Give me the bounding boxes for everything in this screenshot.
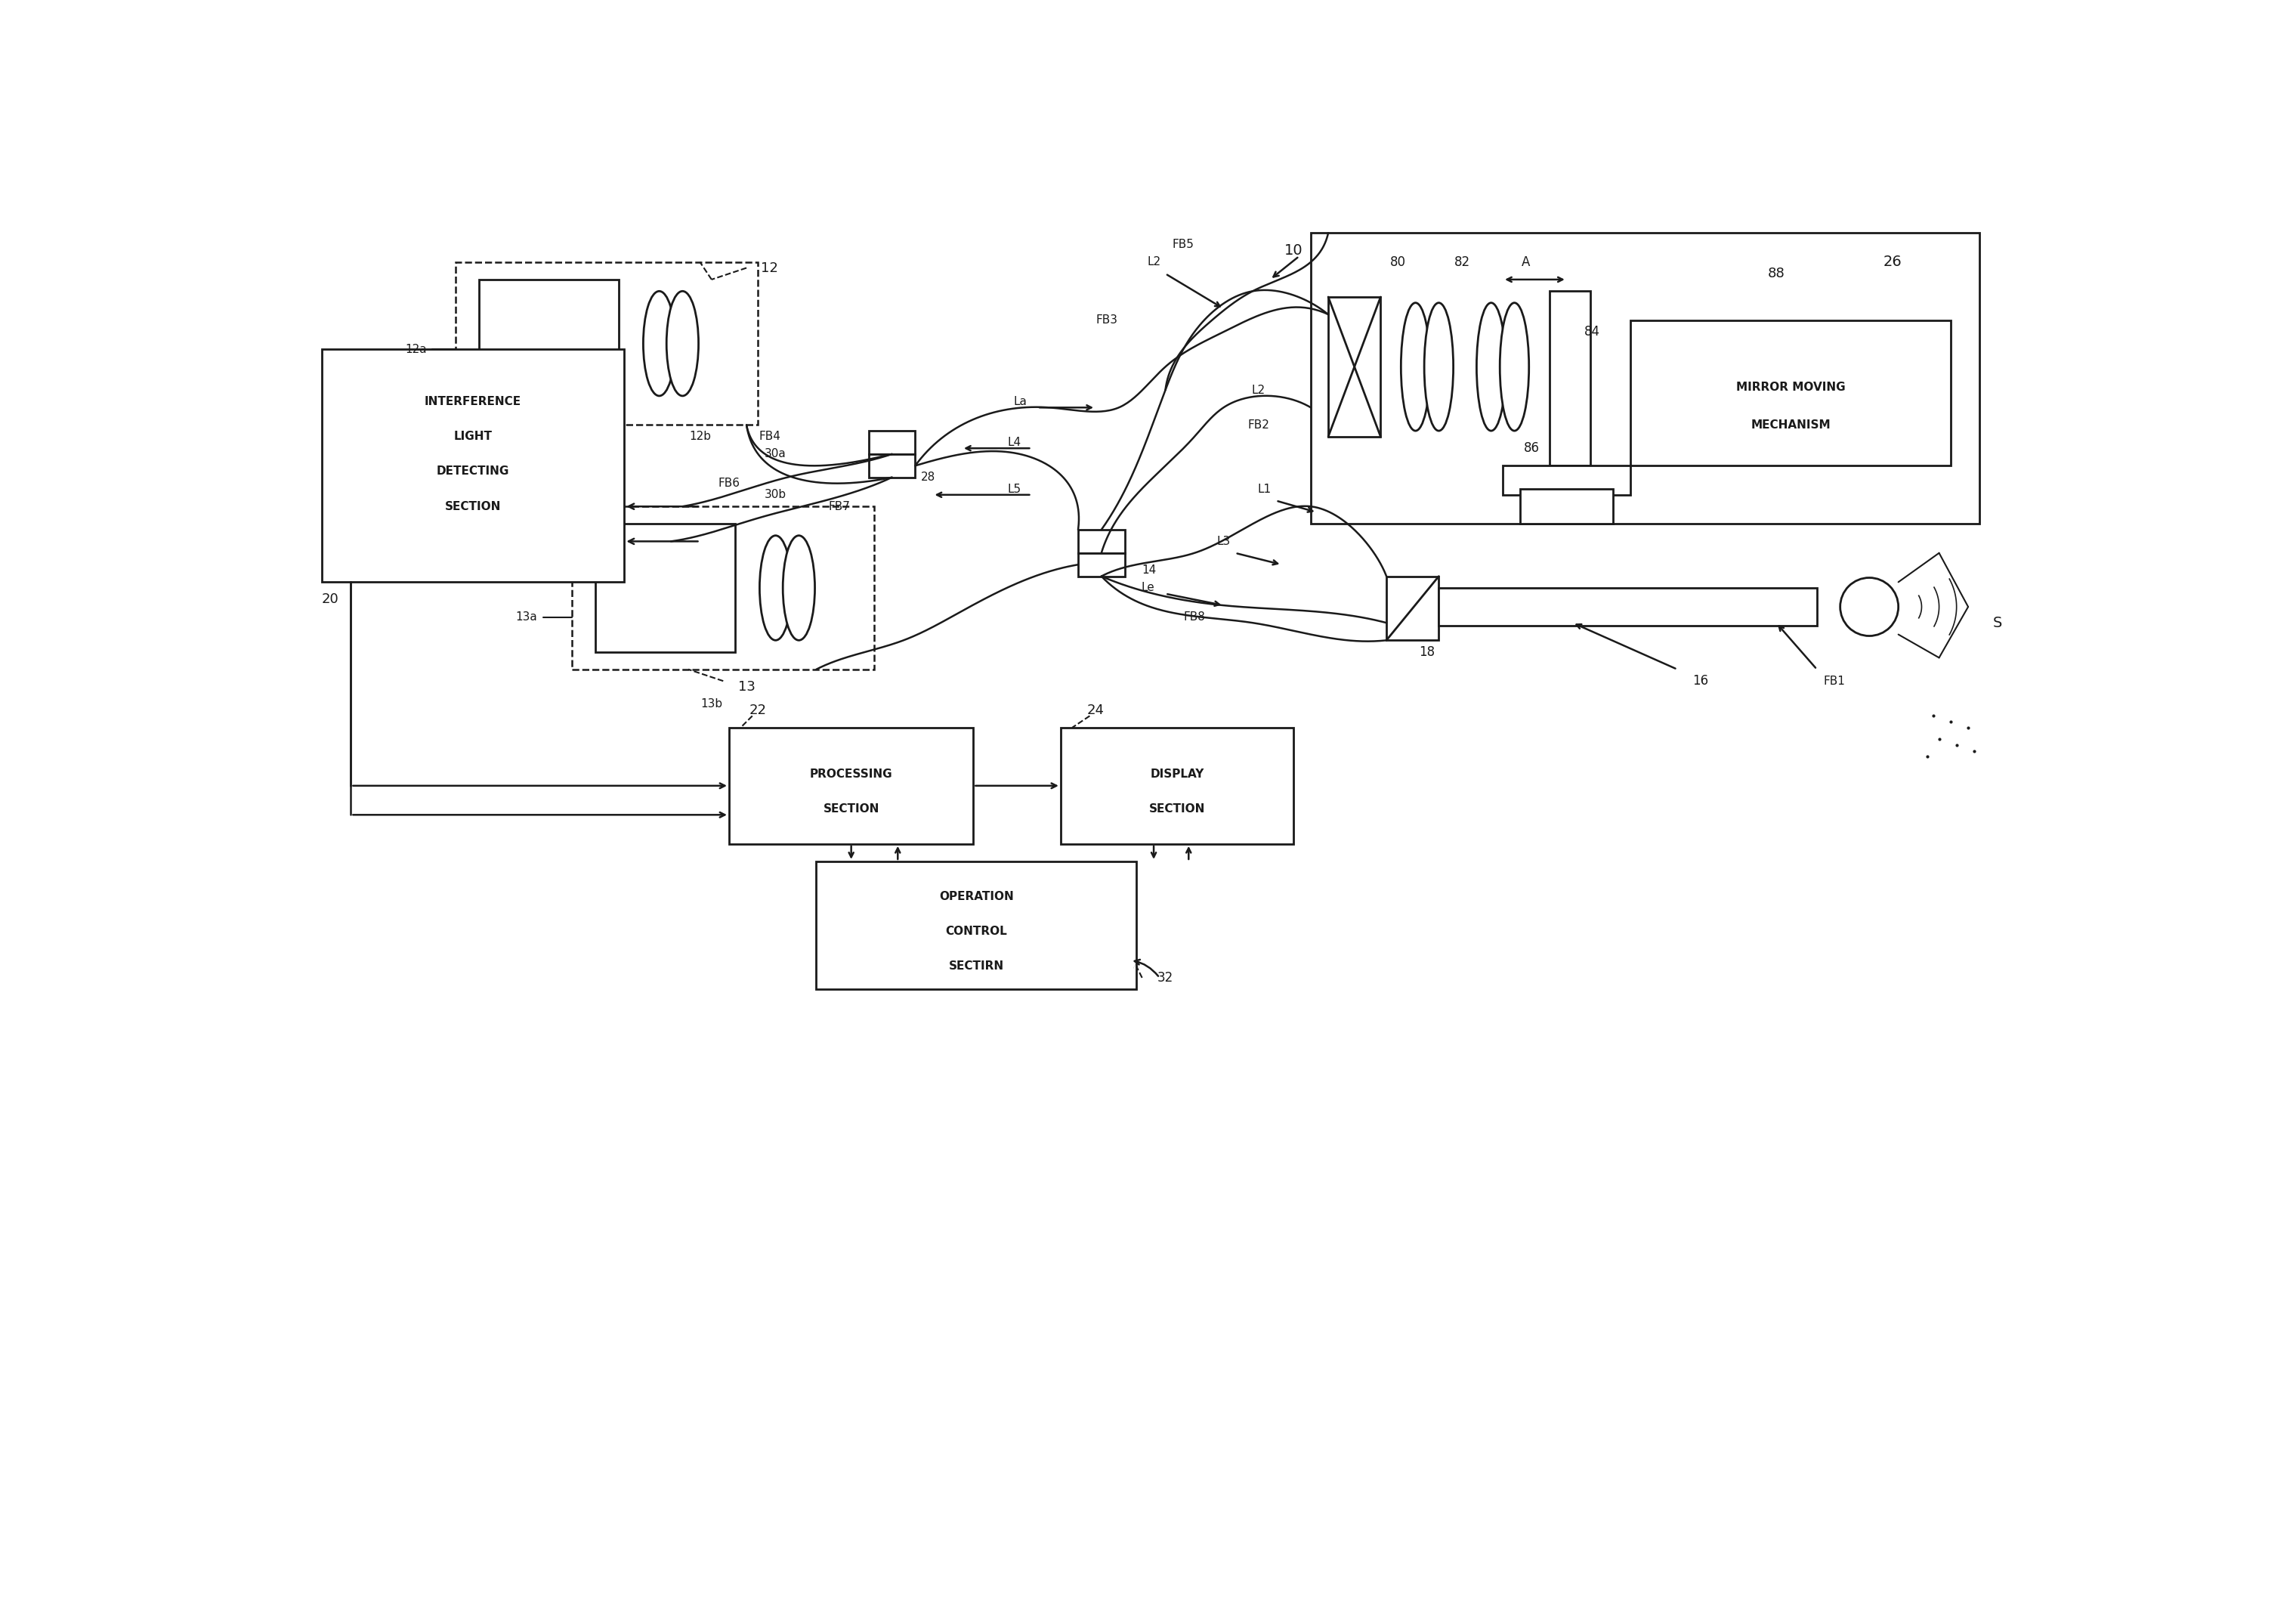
Text: SECTION: SECTION xyxy=(824,803,879,815)
Bar xyxy=(1311,232,1979,524)
Text: 32: 32 xyxy=(1157,971,1173,985)
Bar xyxy=(1079,530,1125,553)
Text: MECHANISM: MECHANISM xyxy=(1752,420,1830,431)
Text: 24: 24 xyxy=(1086,703,1104,718)
Text: 16: 16 xyxy=(1692,674,1708,687)
Ellipse shape xyxy=(760,535,792,641)
Text: 13: 13 xyxy=(737,679,755,694)
Text: Le: Le xyxy=(1141,582,1155,594)
Text: FB3: FB3 xyxy=(1095,314,1118,325)
Bar xyxy=(817,862,1137,990)
Ellipse shape xyxy=(666,292,698,396)
Text: 82: 82 xyxy=(1453,255,1469,269)
Text: FB4: FB4 xyxy=(760,431,781,442)
Text: SECTIRN: SECTIRN xyxy=(948,961,1003,972)
Text: FB2: FB2 xyxy=(1247,420,1270,431)
Text: FB6: FB6 xyxy=(719,477,739,489)
Text: S: S xyxy=(1993,615,2002,630)
Text: 12b: 12b xyxy=(689,431,712,442)
Ellipse shape xyxy=(643,292,675,396)
Bar xyxy=(595,524,735,652)
Text: La: La xyxy=(1013,396,1026,407)
Ellipse shape xyxy=(1424,303,1453,431)
Ellipse shape xyxy=(1499,303,1529,431)
Bar xyxy=(868,431,916,453)
Bar xyxy=(455,263,758,425)
Text: 30b: 30b xyxy=(765,489,788,500)
Text: 28: 28 xyxy=(921,471,934,484)
Text: CONTROL: CONTROL xyxy=(946,926,1008,937)
Text: L2: L2 xyxy=(1251,384,1265,396)
Text: 26: 26 xyxy=(1883,255,1901,269)
Text: 88: 88 xyxy=(1768,268,1784,280)
Bar xyxy=(1079,553,1125,577)
Text: 12: 12 xyxy=(762,261,778,274)
Bar xyxy=(1630,320,1952,466)
Text: MIRROR MOVING: MIRROR MOVING xyxy=(1736,381,1846,392)
Text: SECTION: SECTION xyxy=(445,501,501,513)
Text: 13a: 13a xyxy=(514,612,537,623)
Text: 80: 80 xyxy=(1389,255,1405,269)
Text: 22: 22 xyxy=(748,703,767,718)
Text: OPERATION: OPERATION xyxy=(939,891,1013,902)
Bar xyxy=(730,727,974,844)
Bar xyxy=(321,349,625,582)
Text: 86: 86 xyxy=(1525,442,1541,455)
Text: 84: 84 xyxy=(1584,325,1600,338)
Bar xyxy=(1550,292,1591,466)
Text: 18: 18 xyxy=(1419,646,1435,658)
Text: 30a: 30a xyxy=(765,449,788,460)
Text: SECTION: SECTION xyxy=(1148,803,1205,815)
Text: FB5: FB5 xyxy=(1171,239,1194,250)
Text: FB8: FB8 xyxy=(1182,612,1205,623)
Text: INTERFERENCE: INTERFERENCE xyxy=(425,396,521,407)
Text: L3: L3 xyxy=(1217,535,1231,546)
Ellipse shape xyxy=(1476,303,1506,431)
Ellipse shape xyxy=(783,535,815,641)
Bar xyxy=(1504,466,1630,495)
Ellipse shape xyxy=(1401,303,1430,431)
Text: L1: L1 xyxy=(1258,484,1272,495)
Bar xyxy=(1520,489,1614,524)
Text: L2: L2 xyxy=(1148,256,1159,268)
Bar xyxy=(572,506,875,670)
Text: FB1: FB1 xyxy=(1823,676,1846,687)
Bar xyxy=(1061,727,1293,844)
Text: 13b: 13b xyxy=(700,698,723,710)
Text: L4: L4 xyxy=(1008,437,1022,449)
Bar xyxy=(1329,296,1380,437)
Text: L5: L5 xyxy=(1008,484,1022,495)
Text: LIGHT: LIGHT xyxy=(455,431,491,442)
Text: 10: 10 xyxy=(1283,244,1302,258)
Bar xyxy=(868,453,916,477)
Text: DETECTING: DETECTING xyxy=(436,466,510,477)
Text: PROCESSING: PROCESSING xyxy=(810,769,893,780)
Bar xyxy=(480,279,618,407)
Text: FB7: FB7 xyxy=(829,501,850,513)
Text: 12a: 12a xyxy=(404,344,427,356)
Text: 14: 14 xyxy=(1141,566,1157,577)
Text: DISPLAY: DISPLAY xyxy=(1150,769,1203,780)
Bar xyxy=(1440,588,1816,626)
Bar xyxy=(1387,577,1440,641)
Text: 20: 20 xyxy=(321,593,340,606)
Text: A: A xyxy=(1522,255,1531,269)
